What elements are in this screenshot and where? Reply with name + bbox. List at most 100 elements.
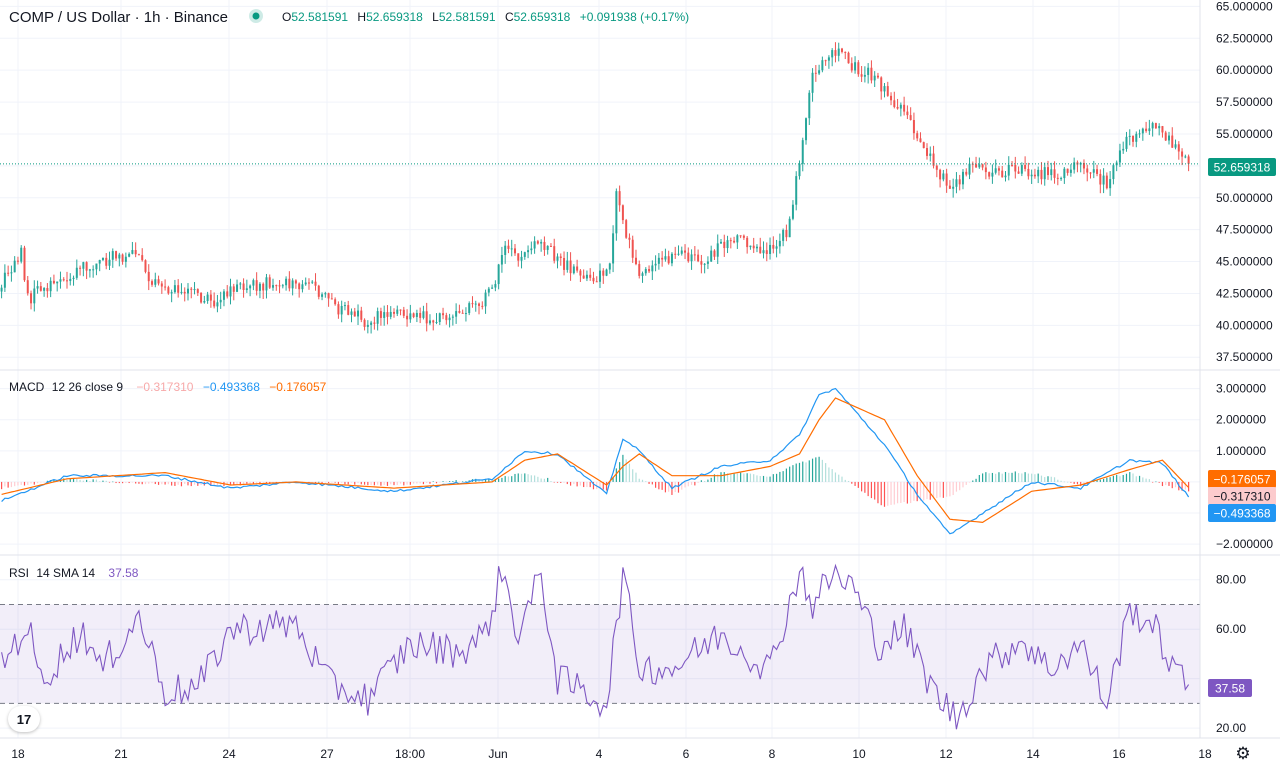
macd-histogram-bar	[583, 481, 585, 488]
candle-body	[386, 312, 389, 317]
time-axis[interactable]: 18 21 24 27 18:00 Jun 4 6 8 10 12 14 16 18	[11, 747, 1212, 761]
candle-body	[912, 119, 915, 134]
candle-body	[585, 274, 588, 279]
candle-body	[20, 247, 23, 262]
macd-histogram-bar	[534, 475, 536, 482]
macd-histogram-bar	[517, 473, 519, 482]
macd-histogram-bar	[1135, 476, 1137, 482]
candle-body	[1011, 164, 1014, 166]
macd-axis[interactable]: 3.000000 2.000000 1.000000 −2.000000	[1216, 382, 1273, 551]
candle-body	[778, 240, 781, 247]
macd-histogram-bar	[910, 481, 912, 504]
time-tick-label: 27	[320, 747, 334, 761]
price-tick-label: 57.500000	[1216, 95, 1273, 109]
candle-body	[703, 263, 706, 265]
macd-histogram-bar	[1138, 475, 1141, 482]
candle-body	[265, 277, 268, 291]
macd-histogram-bar	[121, 481, 124, 484]
candle-body	[216, 302, 219, 307]
macd-histogram-bar	[743, 473, 745, 482]
macd-histogram-bar	[167, 481, 169, 485]
candle-body	[376, 311, 379, 324]
candle-body	[448, 317, 451, 321]
macd-tick-label: 1.000000	[1216, 444, 1266, 458]
macd-histogram-bar	[1161, 481, 1164, 487]
macd-histogram-bar	[1132, 473, 1134, 482]
candle-body	[327, 293, 330, 299]
time-tick-label: 24	[222, 747, 236, 761]
rsi-badge: 37.58	[1208, 679, 1252, 697]
macd-histogram-bar	[802, 461, 804, 482]
macd-histogram-bar	[448, 481, 451, 482]
macd-histogram-bar	[929, 481, 931, 500]
price-tick-label: 60.000000	[1216, 63, 1273, 77]
macd-histogram-bar	[769, 476, 771, 482]
macd-histogram	[1, 454, 1190, 507]
macd-histogram-bar	[432, 481, 434, 482]
macd-histogram-bar	[396, 481, 398, 486]
macd-histogram-bar	[658, 481, 660, 490]
candle-body	[602, 270, 605, 276]
macd-histogram-bar	[10, 481, 13, 488]
candle-body	[1056, 177, 1059, 179]
macd-histogram-bar	[524, 473, 526, 482]
macd-histogram-bar	[262, 481, 264, 483]
macd-histogram-bar	[426, 481, 428, 483]
candle-body	[491, 287, 494, 289]
macd-histogram-bar	[1181, 481, 1183, 491]
candle-body	[1128, 135, 1131, 137]
macd-legend[interactable]: MACD 12 26 close 9 −0.317310 −0.493368 −…	[9, 380, 327, 394]
macd-histogram-bar	[465, 481, 467, 482]
rsi-axis[interactable]: 80.00 60.00 20.00	[1216, 573, 1246, 735]
candle-body	[190, 288, 193, 290]
candle-body	[569, 260, 572, 274]
candle-body	[464, 313, 467, 315]
histogram-badge-text: −0.317310	[1213, 490, 1270, 504]
macd-histogram-bar	[1148, 479, 1150, 482]
macd-pane[interactable]	[1, 387, 1190, 535]
price-tick-label: 42.500000	[1216, 286, 1273, 300]
macd-histogram-bar	[632, 469, 634, 482]
candle-body	[641, 273, 644, 276]
candle-body	[1089, 172, 1092, 174]
rsi-pane[interactable]	[0, 563, 1200, 730]
candle-body	[723, 241, 726, 249]
candle-body	[670, 253, 673, 264]
macd-histogram-bar	[1184, 481, 1186, 490]
macd-histogram-bar	[390, 481, 392, 485]
macd-histogram-bar	[370, 481, 372, 486]
macd-histogram-bar	[161, 481, 163, 485]
macd-histogram-bar	[775, 473, 778, 482]
macd-histogram-bar	[59, 480, 62, 482]
price-axis[interactable]: 65.000000 62.500000 60.000000 57.500000 55.0…	[1216, 0, 1273, 364]
macd-histogram-bar	[23, 481, 26, 486]
candle-body	[474, 303, 477, 305]
candle-body	[706, 261, 709, 264]
macd-histogram-bar	[1168, 481, 1170, 486]
candle-body	[30, 293, 33, 304]
symbol-legend[interactable]: COMP / US Dollar · 1h · Binance O52.5815…	[9, 9, 689, 26]
candle-body	[173, 285, 176, 293]
macd-histogram-bar	[569, 481, 572, 486]
candle-body	[66, 280, 68, 282]
gear-icon[interactable]: ⚙	[1235, 744, 1251, 764]
svg-text:RSI 14 SMA 14 37.5: RSI 14 SMA 14 37.58	[9, 566, 139, 580]
candle-body	[422, 311, 425, 318]
macd-histogram-bar	[1076, 481, 1079, 485]
tradingview-logo-icon[interactable]: 17	[8, 706, 40, 732]
candle-body	[1161, 126, 1164, 133]
rsi-legend[interactable]: RSI 14 SMA 14 37.58	[9, 566, 139, 580]
macd-histogram-bar	[661, 481, 663, 490]
candle-body	[899, 104, 902, 109]
macd-histogram-bar	[690, 481, 693, 485]
candle-body	[618, 191, 621, 206]
price-candles[interactable]	[0, 42, 1190, 334]
candle-body	[952, 186, 955, 189]
macd-histogram-bar	[730, 473, 732, 482]
price-tick-label: 65.000000	[1216, 0, 1273, 13]
candle-body	[1184, 156, 1187, 158]
macd-histogram-bar	[99, 481, 101, 482]
candle-body	[1066, 168, 1069, 173]
macd-histogram-bar	[380, 481, 382, 486]
